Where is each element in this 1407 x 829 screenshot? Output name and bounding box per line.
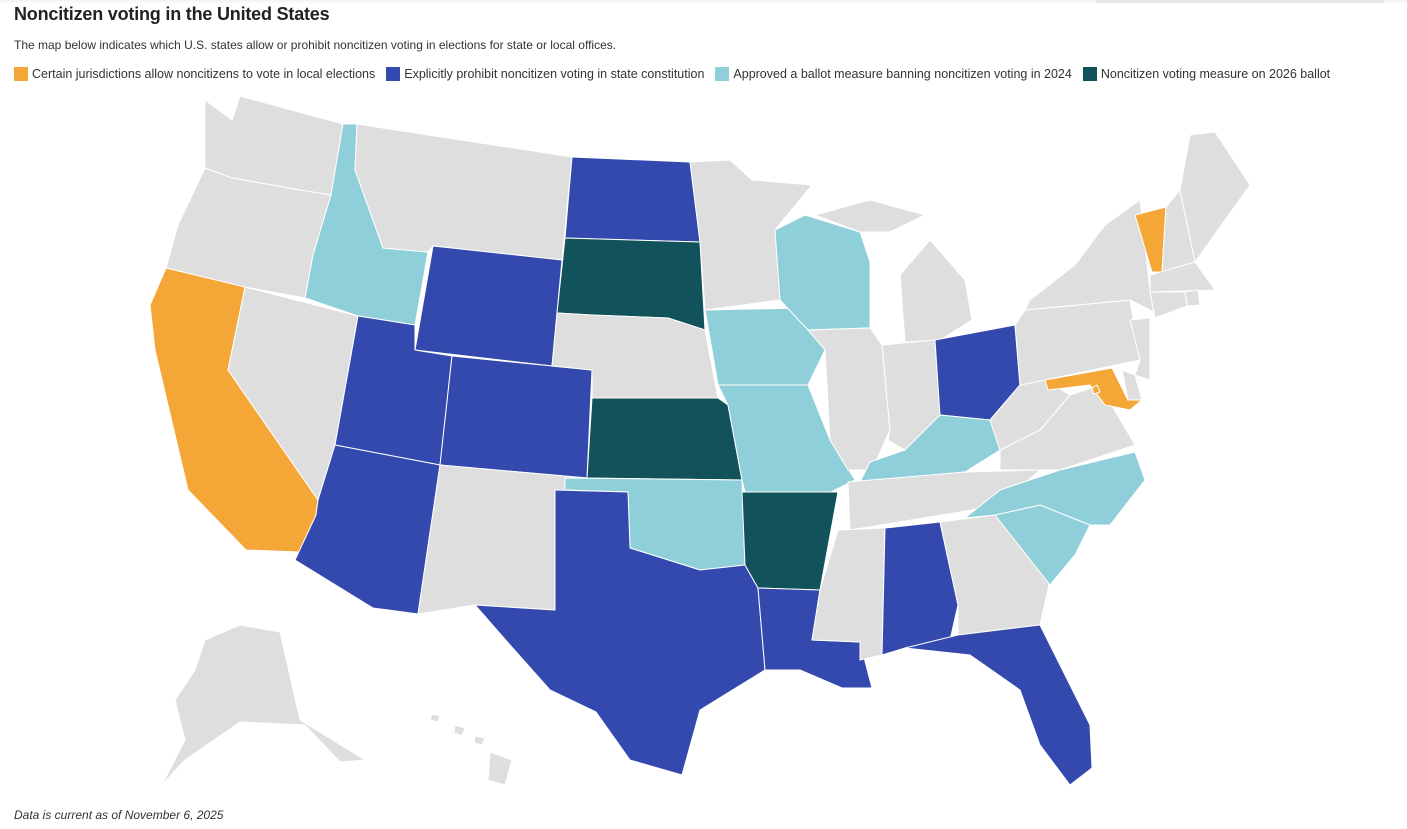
legend-item-local-allowed[interactable]: Certain jurisdictions allow noncitizens … (14, 67, 375, 81)
map-subtitle: The map below indicates which U.S. state… (14, 38, 617, 52)
map-title: Noncitizen voting in the United States (14, 4, 330, 24)
state-pennsylvania[interactable] (1014, 299, 1141, 386)
state-alaska[interactable] (161, 624, 366, 786)
legend-label: Noncitizen voting measure on 2026 ballot (1100, 67, 1331, 81)
state-michigan[interactable] (814, 199, 973, 343)
state-wisconsin[interactable] (774, 214, 871, 331)
state-connecticut[interactable] (1149, 291, 1188, 319)
legend-swatch (1082, 67, 1097, 81)
legend-label: Certain jurisdictions allow noncitizens … (32, 67, 376, 81)
legend-label: Approved a ballot measure banning noncit… (733, 67, 1072, 81)
state-texas[interactable] (474, 489, 766, 776)
state-new-jersey[interactable] (1129, 317, 1151, 381)
legend-label: Explicitly prohibit noncitizen voting in… (404, 67, 705, 81)
legend-item-constitution-prohibit[interactable]: Explicitly prohibit noncitizen voting in… (386, 67, 704, 81)
state-florida[interactable] (904, 624, 1093, 786)
state-rhode-island[interactable] (1184, 289, 1201, 307)
state-iowa[interactable] (704, 307, 826, 386)
state-kansas[interactable] (586, 397, 743, 481)
state-montana[interactable] (354, 123, 573, 261)
state-massachusetts[interactable] (1149, 261, 1216, 293)
footnote: Data is current as of November 6, 2025 (14, 808, 224, 822)
state-wyoming[interactable] (414, 245, 563, 367)
legend-swatch (386, 67, 401, 81)
state-district-of-columbia[interactable] (1091, 384, 1101, 395)
state-maine[interactable] (1179, 131, 1251, 263)
us-map (149, 95, 1251, 786)
legend-swatch (715, 67, 730, 81)
top-bar (0, 0, 1407, 4)
state-hawaii[interactable] (429, 713, 513, 786)
legend: Certain jurisdictions allow noncitizens … (14, 67, 1330, 81)
state-north-dakota[interactable] (564, 156, 701, 243)
legend-item-ballot-2024[interactable]: Approved a ballot measure banning noncit… (715, 67, 1072, 81)
state-colorado[interactable] (439, 355, 593, 479)
top-bar-shade (1095, 0, 1385, 3)
state-arkansas[interactable] (741, 491, 839, 591)
legend-swatch (14, 67, 28, 81)
state-north-carolina[interactable] (964, 451, 1146, 526)
legend-item-ballot-2026[interactable]: Noncitizen voting measure on 2026 ballot (1082, 67, 1331, 81)
